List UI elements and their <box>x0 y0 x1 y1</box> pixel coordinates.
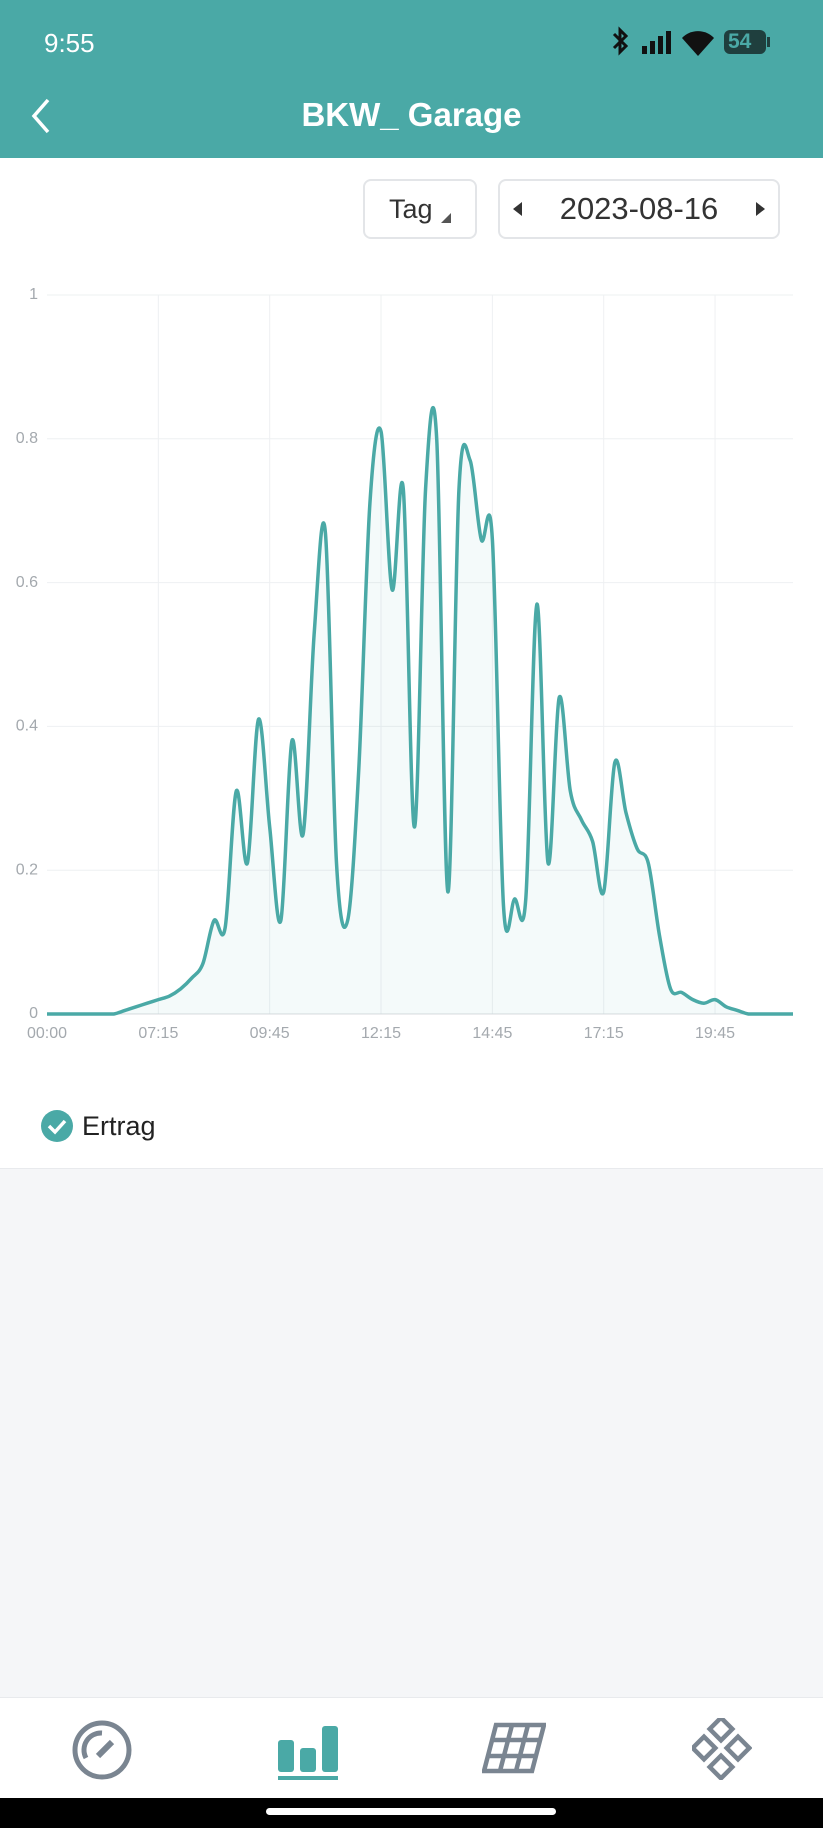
x-tick-label: 14:45 <box>472 1025 512 1042</box>
x-tick-label: 17:15 <box>584 1025 624 1042</box>
legend-label: Ertrag <box>82 1110 156 1141</box>
legend-check <box>41 1110 73 1142</box>
period-selector[interactable]: Tag <box>363 179 477 239</box>
chart-panel <box>0 158 823 1169</box>
x-tick-label: 12:15 <box>361 1025 401 1042</box>
dropdown-icon <box>440 213 451 223</box>
y-tick-label: 0.8 <box>16 430 38 447</box>
status-time: 9:55 <box>44 28 95 58</box>
page-title: BKW_ Garage <box>301 96 522 133</box>
y-tick-label: 0 <box>29 1005 38 1022</box>
back-button[interactable] <box>28 96 58 136</box>
system-bar <box>0 1798 823 1828</box>
home-indicator <box>266 1808 556 1815</box>
date-label: 2023-08-16 <box>559 191 719 226</box>
x-tick-label: 00:00 <box>27 1025 67 1042</box>
bottom-nav <box>0 1697 823 1799</box>
period-label: Tag <box>389 193 433 224</box>
nav-statistics[interactable] <box>276 1720 340 1780</box>
y-tick-label: 0.2 <box>16 861 38 878</box>
nav-devices[interactable] <box>692 1718 752 1780</box>
y-tick-label: 0.4 <box>16 718 38 735</box>
nav-dashboard[interactable] <box>72 1720 132 1780</box>
nav-panels[interactable] <box>482 1722 546 1774</box>
x-tick-label: 09:45 <box>250 1025 290 1042</box>
chart: 0 0.2 0.4 0.6 0.8 1 00:00 07:15 09:45 12:15 14:45 1… <box>16 286 793 1042</box>
y-tick-label: 0.6 <box>16 574 38 591</box>
prev-date[interactable] <box>500 199 540 219</box>
date-selector[interactable]: 2023-08-16 <box>498 179 780 239</box>
y-tick-label: 1 <box>29 286 38 303</box>
x-tick-label: 07:15 <box>138 1025 178 1042</box>
battery-level: 54 <box>728 30 752 53</box>
x-tick-label: 19:45 <box>695 1025 735 1042</box>
legend-item[interactable]: Ertrag <box>40 1109 156 1143</box>
header: 9:55 54 BKW_ Garage <box>0 0 823 158</box>
status-icons <box>612 26 770 56</box>
line-series <box>46 406 793 1016</box>
next-date[interactable] <box>738 199 778 219</box>
